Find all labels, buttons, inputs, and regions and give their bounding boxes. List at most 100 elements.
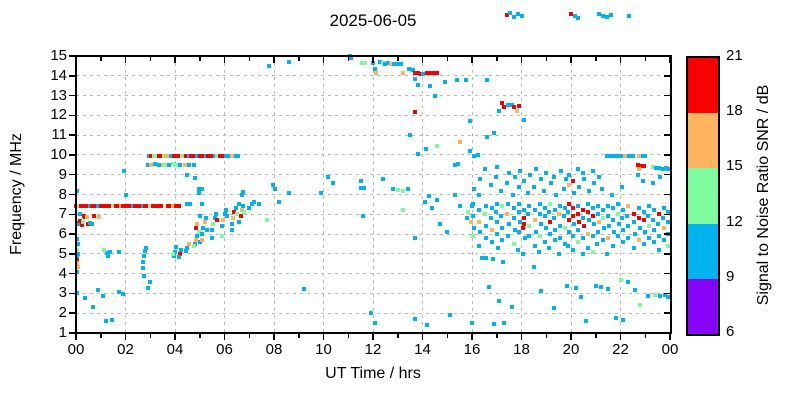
y-axis-tick [69,173,75,176]
y-axis-tick [69,213,75,216]
data-point [179,247,184,252]
data-point [483,166,488,171]
data-point [621,228,626,233]
y-axis-tick-right [664,173,670,176]
data-point [415,151,420,156]
data-point [194,238,199,242]
data-point [482,212,487,217]
data-point [512,228,517,233]
data-point [576,228,581,233]
data-point [90,203,95,208]
x-tick-label: 22 [612,341,629,358]
data-point [380,60,385,65]
plot-gridline-horizontal [76,292,670,294]
data-point [666,220,670,225]
data-point [75,241,80,246]
data-point [422,200,427,205]
y-tick-label: 15 [50,47,67,64]
x-axis-tick [520,334,523,340]
data-point [237,202,242,207]
data-point [633,288,638,293]
data-point [495,220,500,225]
colorbar-tick-label: 18 [726,102,743,120]
x-axis-minor-tick-top [595,57,597,61]
data-point [92,203,97,208]
data-point [239,192,244,197]
data-point [432,93,437,98]
data-point [637,153,642,158]
data-point [576,166,581,171]
data-point [184,153,189,158]
data-point [538,202,543,207]
data-point [632,232,637,237]
x-axis-tick [372,334,374,340]
data-point [533,243,538,248]
data-point [111,203,116,208]
y-tick-label: 6 [58,225,67,243]
x-axis-minor-tick [446,334,448,338]
data-point [572,14,577,19]
data-point [526,204,531,209]
data-point [215,218,220,223]
data-point [176,153,181,158]
data-point [237,220,242,225]
data-point [463,77,468,82]
y-axis-tick [69,253,75,255]
x-axis-tick-top [223,57,226,63]
data-point [557,236,562,241]
x-axis-minor-tick [347,334,349,338]
data-point [191,243,196,248]
data-point [661,238,666,242]
data-point [159,203,164,208]
data-point [143,245,148,250]
data-point [647,224,652,229]
data-point [174,153,179,158]
data-point [542,188,547,193]
data-point [625,204,630,209]
data-point [642,230,647,235]
data-point [109,318,114,323]
x-axis-minor-tick [397,334,399,338]
data-point [153,203,158,208]
data-point [415,82,420,87]
data-point [582,176,587,181]
x-axis-tick [669,334,671,340]
data-point [182,162,187,167]
y-axis-tick [69,75,75,77]
data-point [185,172,190,177]
data-point [241,189,246,194]
data-point [138,203,143,208]
data-point [492,131,497,136]
data-point [457,140,462,145]
data-point [471,234,476,239]
data-point [511,192,516,197]
data-point [651,218,656,223]
y-axis-tick-right [664,193,670,196]
data-point [177,162,182,167]
data-point [359,60,364,65]
data-point [608,153,613,158]
data-point [642,241,646,246]
data-point [505,202,510,207]
y-tick-label: 8 [58,185,67,203]
data-point [593,283,598,288]
x-axis-tick-top [421,57,424,63]
data-point [476,152,481,157]
data-point [166,153,171,158]
data-point [236,153,241,158]
data-point [632,212,637,217]
data-point [224,214,229,219]
x-axis-tick-top [174,57,176,63]
x-tick-label: 14 [414,341,431,358]
data-point [538,234,543,239]
data-point [211,222,216,227]
data-point [642,163,646,168]
data-point [413,110,418,115]
data-point [106,203,111,208]
data-point [78,203,83,208]
x-tick-label: 16 [463,341,481,358]
data-point [101,203,106,208]
data-point [620,239,625,244]
data-point [630,153,635,158]
